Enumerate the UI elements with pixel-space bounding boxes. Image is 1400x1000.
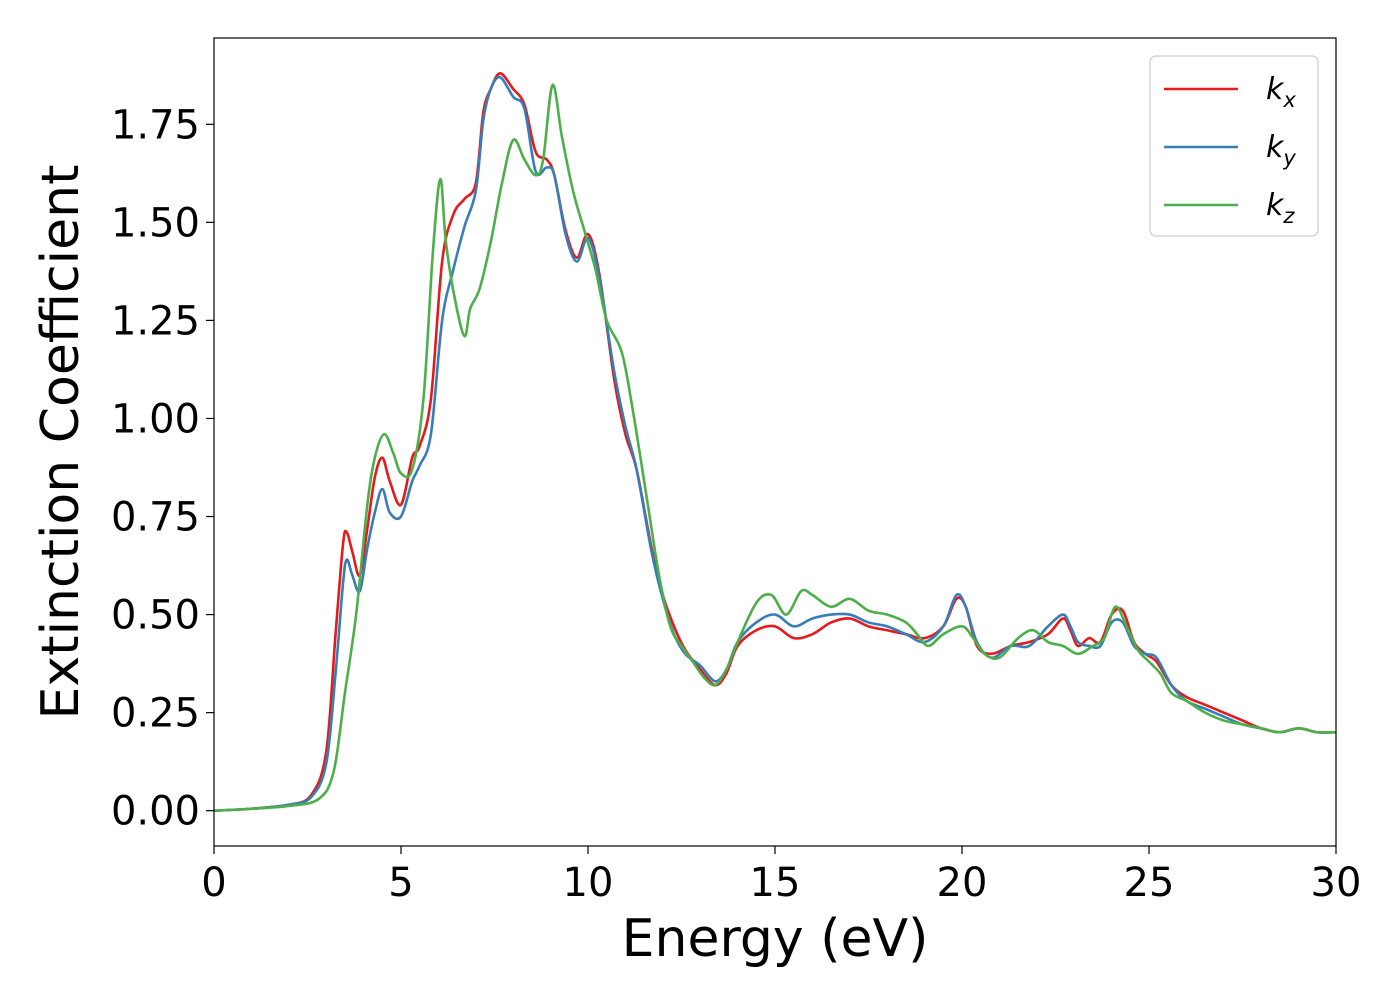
legend-label-x: kx [1266, 72, 1296, 112]
legend-label-subscript: y [1282, 146, 1296, 170]
x-tick-label: 5 [388, 860, 413, 906]
y-axis-label: Extinction Coefficient [31, 165, 91, 720]
y-tick-label: 0.00 [111, 789, 200, 835]
x-axis-label: Energy (eV) [622, 909, 929, 969]
y-tick-label: 1.25 [111, 298, 200, 344]
x-tick-label: 20 [937, 860, 988, 906]
series-lines [214, 72, 1336, 812]
series-line-z [214, 83, 1336, 812]
x-tick-label: 15 [750, 860, 801, 906]
legend-label-base: k [1266, 130, 1285, 165]
x-tick-label: 0 [201, 860, 226, 906]
y-tick-label: 1.50 [111, 200, 200, 246]
legend-label-subscript: z [1282, 204, 1295, 228]
x-tick-label: 10 [563, 860, 614, 906]
y-tick-label: 1.00 [111, 396, 200, 442]
y-tick-label: 0.50 [111, 593, 200, 639]
x-axis-ticks: 0 5 10 15 20 25 30 [201, 846, 1361, 906]
legend-label-subscript: x [1282, 88, 1296, 112]
x-tick-label: 25 [1124, 860, 1175, 906]
x-tick-label: 30 [1311, 860, 1362, 906]
y-tick-label: 0.75 [111, 495, 200, 541]
y-tick-label: 0.25 [111, 691, 200, 737]
legend-label-base: k [1266, 188, 1285, 223]
y-axis-ticks: 0.00 0.25 0.50 0.75 1.00 1.25 1.50 1.75 [111, 102, 214, 835]
legend-label-base: k [1266, 72, 1285, 107]
legend-label-y: ky [1266, 130, 1296, 170]
legend-label-z: kz [1266, 188, 1295, 228]
y-tick-label: 1.75 [111, 102, 200, 148]
